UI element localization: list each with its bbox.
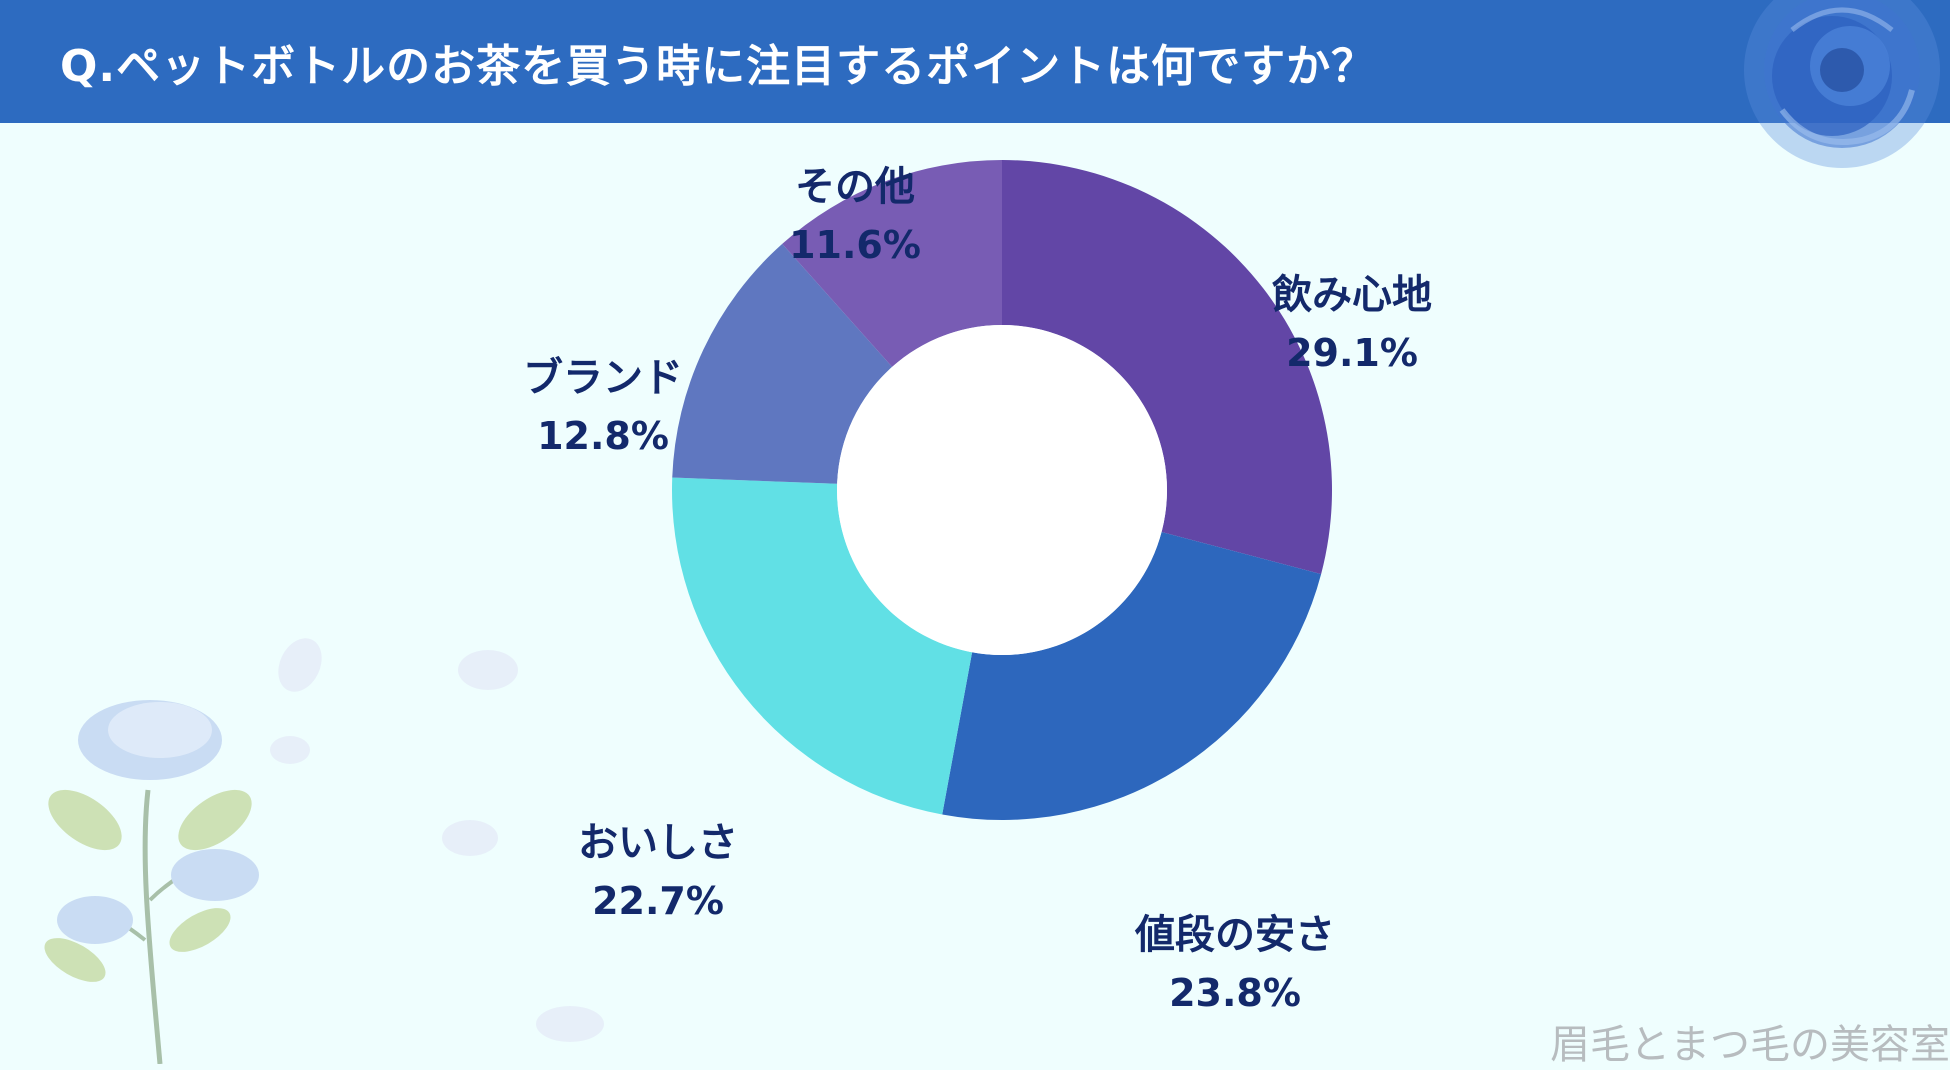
donut-hole [837, 325, 1167, 655]
slice-label-0: 飲み心地 [1272, 272, 1432, 318]
slice-label-2: おいしさ [578, 820, 738, 866]
watermark: 眉毛とまつ毛の美容室 [1550, 1022, 1950, 1068]
slice-2 [672, 477, 973, 815]
slice-4 [782, 160, 1002, 367]
slice-value-2: 22.7% [592, 879, 724, 923]
page-title: Q.ペットボトルのお茶を買う時に注目するポイントは何ですか？ [60, 41, 1377, 92]
slice-value-0: 29.1% [1286, 331, 1418, 375]
slice-label-1: 値段の安さ [1134, 912, 1335, 958]
slice-value-1: 23.8% [1169, 971, 1301, 1015]
slice-value-4: 11.6% [789, 223, 921, 267]
slice-0 [1002, 160, 1332, 575]
slice-1 [942, 532, 1322, 821]
header-bar: Q.ペットボトルのお茶を買う時に注目するポイントは何ですか？ [0, 0, 1950, 123]
slice-label-4: その他 [795, 164, 915, 210]
slice-label-3: ブランド [523, 355, 683, 401]
slice-3 [672, 243, 893, 484]
slice-value-3: 12.8% [537, 414, 669, 458]
